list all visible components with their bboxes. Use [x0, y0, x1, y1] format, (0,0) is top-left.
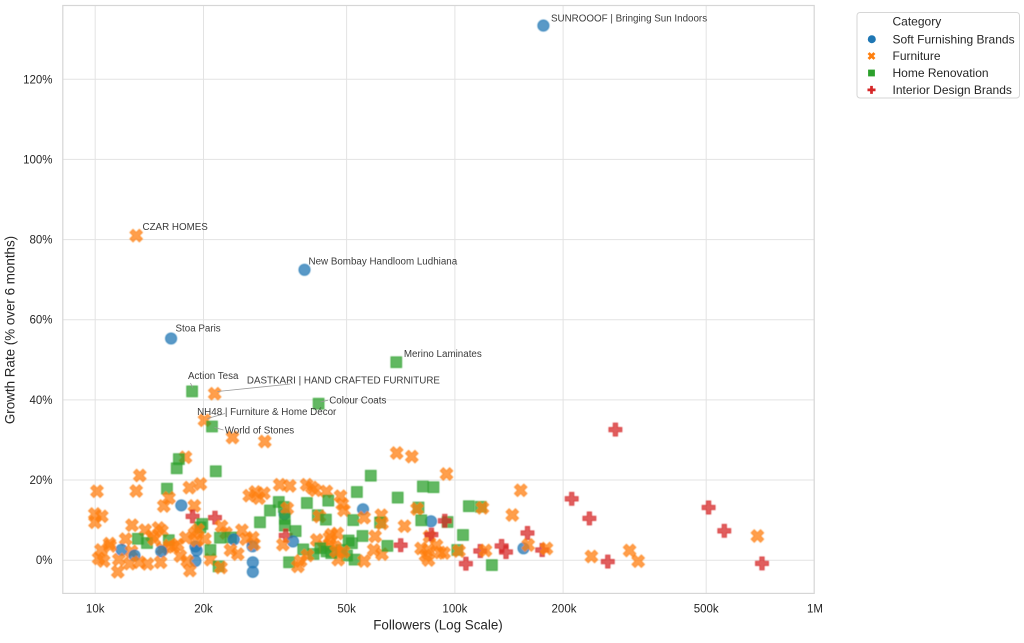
svg-text:0%: 0%	[36, 555, 53, 567]
svg-text:Soft Furnishing Brands: Soft Furnishing Brands	[893, 32, 1015, 46]
svg-text:1M: 1M	[807, 604, 823, 616]
svg-text:Followers (Log Scale): Followers (Log Scale)	[373, 618, 503, 633]
svg-text:Category: Category	[893, 15, 942, 29]
svg-text:20%: 20%	[29, 475, 52, 487]
svg-text:Stoa Paris: Stoa Paris	[176, 324, 221, 335]
svg-text:20k: 20k	[194, 604, 213, 616]
svg-text:Colour Coats: Colour Coats	[329, 396, 386, 407]
svg-text:World of Stones: World of Stones	[225, 426, 295, 437]
svg-text:SUNROOOF | Bringing Sun Indoor: SUNROOOF | Bringing Sun Indoors	[551, 14, 707, 25]
svg-text:100k: 100k	[442, 604, 467, 616]
svg-text:DASTKARI | HAND CRAFTED FURNIT: DASTKARI | HAND CRAFTED FURNITURE	[247, 376, 441, 387]
svg-text:60%: 60%	[29, 315, 52, 327]
svg-text:Growth Rate (% over 6 months): Growth Rate (% over 6 months)	[3, 236, 18, 424]
svg-text:CZAR HOMES: CZAR HOMES	[143, 222, 209, 233]
svg-text:500k: 500k	[694, 604, 719, 616]
svg-text:Home Renovation: Home Renovation	[893, 66, 989, 80]
svg-text:Action Tesa: Action Tesa	[188, 371, 239, 382]
svg-text:50k: 50k	[337, 604, 356, 616]
svg-text:80%: 80%	[29, 235, 52, 247]
svg-text:NH48 | Furniture & Home Décor: NH48 | Furniture & Home Décor	[197, 407, 337, 418]
svg-text:Merino Laminates: Merino Laminates	[404, 349, 482, 360]
svg-text:Furniture: Furniture	[893, 49, 941, 63]
svg-text:120%: 120%	[23, 74, 52, 86]
svg-text:40%: 40%	[29, 395, 52, 407]
svg-text:Interior Design Brands: Interior Design Brands	[893, 83, 1012, 97]
svg-text:200k: 200k	[552, 604, 577, 616]
svg-text:10k: 10k	[86, 604, 105, 616]
svg-text:New Bombay Handloom Ludhiana: New Bombay Handloom Ludhiana	[309, 257, 458, 268]
svg-text:100%: 100%	[23, 154, 52, 166]
